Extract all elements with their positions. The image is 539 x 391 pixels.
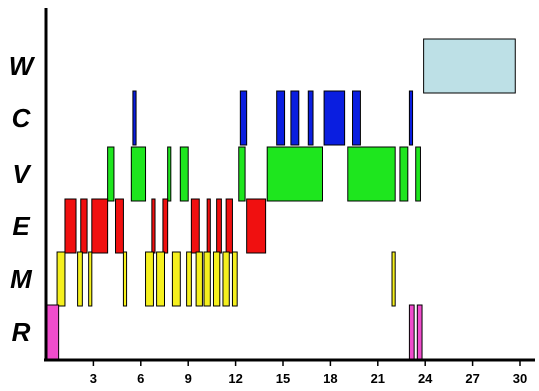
bar-v-3 <box>179 146 189 202</box>
bar-m-11 <box>222 251 230 307</box>
bar-m-2 <box>88 251 93 307</box>
bar-v-8 <box>415 146 421 202</box>
bar-m-13 <box>391 251 396 307</box>
bar-r-1 <box>408 304 415 360</box>
bar-e-10 <box>246 198 267 254</box>
x-ticks: 3 6 9 12 15 18 21 24 27 30 <box>90 361 527 386</box>
x-tick-label: 9 <box>185 371 192 386</box>
x-tick-label: 21 <box>371 371 385 386</box>
bar-e-5 <box>162 198 169 254</box>
bar-w-0 <box>423 38 516 94</box>
row-label-m: M <box>10 264 33 294</box>
bar-v-1 <box>130 146 147 202</box>
x-tick-label: 6 <box>137 371 144 386</box>
bar-c-0 <box>132 90 137 146</box>
bar-c-4 <box>307 90 314 146</box>
bar-m-0 <box>56 251 66 307</box>
bar-e-6 <box>190 198 200 254</box>
bar-c-5 <box>323 90 346 146</box>
bar-c-1 <box>239 90 248 146</box>
bar-v-4 <box>238 146 246 202</box>
axes <box>44 8 535 362</box>
x-tick-label: 27 <box>465 371 479 386</box>
bar-m-7 <box>186 251 192 307</box>
bar-e-7 <box>206 198 211 254</box>
bar-e-3 <box>115 198 124 254</box>
bar-v-7 <box>399 146 409 202</box>
row-label-v: V <box>12 159 32 189</box>
row-label-c: C <box>12 103 32 133</box>
bar-v-2 <box>167 146 172 202</box>
x-tick-label: 24 <box>418 371 433 386</box>
bar-v-0 <box>107 146 115 202</box>
bar-e-0 <box>64 198 77 254</box>
x-tick-label: 15 <box>276 371 290 386</box>
bar-e-9 <box>225 198 233 254</box>
bar-r-0 <box>45 304 60 360</box>
bar-m-4 <box>145 251 154 307</box>
bar-m-1 <box>77 251 83 307</box>
row-label-r: R <box>12 317 31 347</box>
bar-m-12 <box>231 251 238 307</box>
bar-c-2 <box>276 90 286 146</box>
bar-r-2 <box>416 304 423 360</box>
row-label-e: E <box>12 211 30 241</box>
bar-e-4 <box>151 198 156 254</box>
x-tick-label: 3 <box>90 371 97 386</box>
row-label-w: W <box>9 51 36 81</box>
x-tick-label: 12 <box>228 371 242 386</box>
bars <box>45 38 516 360</box>
bar-e-1 <box>80 198 88 254</box>
bar-m-6 <box>171 251 181 307</box>
bar-e-8 <box>216 198 222 254</box>
bar-m-5 <box>156 251 166 307</box>
bar-c-6 <box>352 90 361 146</box>
bar-c-7 <box>408 90 414 146</box>
x-tick-label: 30 <box>513 371 527 386</box>
bar-v-6 <box>347 146 396 202</box>
bar-m-8 <box>195 251 203 307</box>
bar-m-9 <box>203 251 211 307</box>
bar-c-3 <box>290 90 300 146</box>
bar-e-2 <box>91 198 109 254</box>
bar-m-10 <box>212 251 221 307</box>
bar-v-5 <box>266 146 324 202</box>
bar-m-3 <box>122 251 128 307</box>
x-tick-label: 18 <box>323 371 337 386</box>
